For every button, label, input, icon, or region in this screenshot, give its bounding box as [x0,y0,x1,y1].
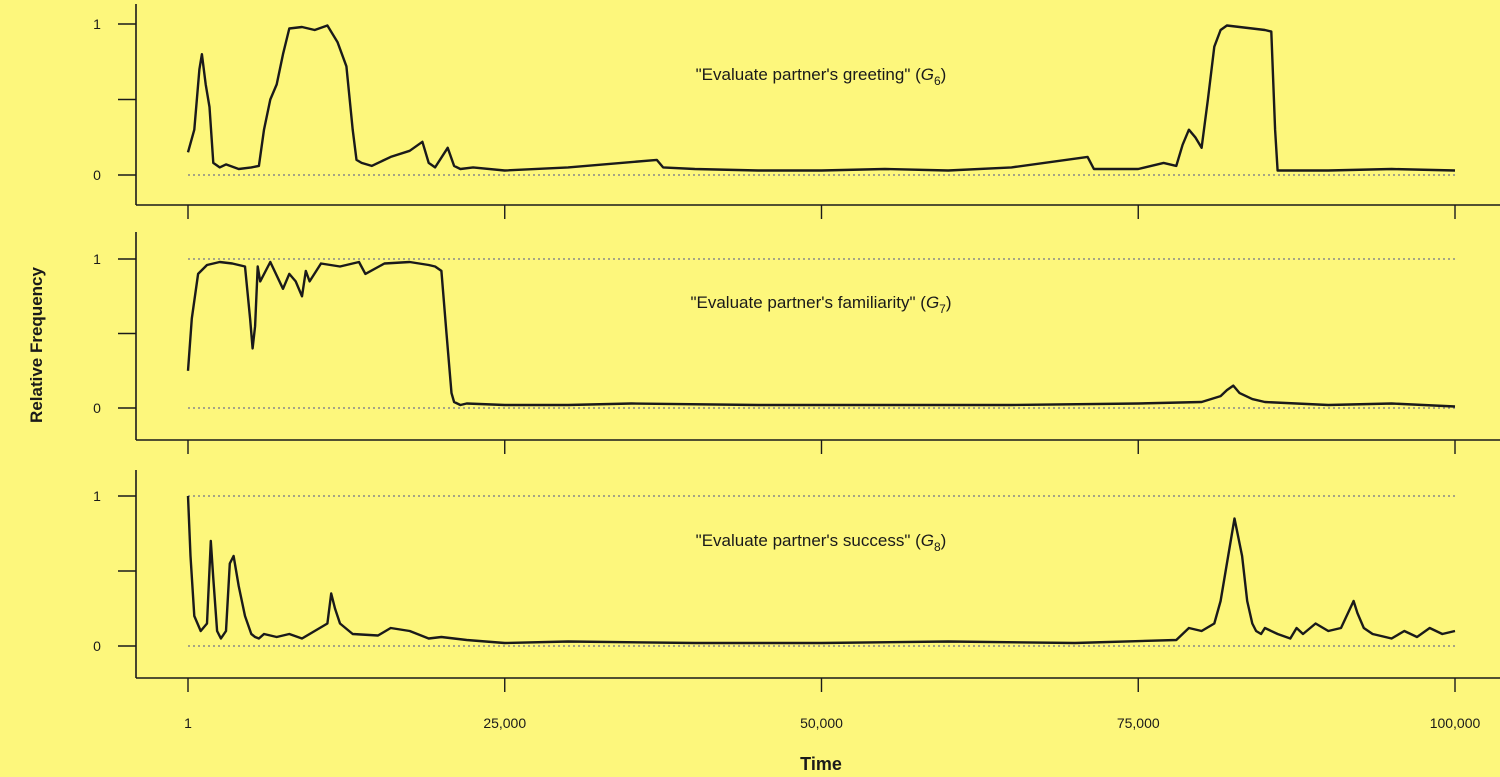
series-line [186,260,1456,408]
y-tick-label: 0 [93,638,101,654]
panel-annotation: "Evaluate partner's success" (G8) [696,531,947,554]
x-tick-label: 1 [184,715,192,731]
y-tick-label: 0 [93,400,101,416]
x-axis: 1 25,000 50,000 75,000 100,000 [184,715,1480,731]
annotation-var: G [921,65,934,84]
annotation-var: G [926,293,939,312]
annotation-sub: 7 [939,302,946,316]
y-tick-label: 1 [93,16,101,32]
y-axis-label: Relative Frequency [27,267,46,423]
series-line [186,495,1456,645]
panel-1: 0 1 "Evaluate partner's greeting" (G6) [93,4,1500,219]
annotation-text: "Evaluate partner's familiarity" [690,293,915,312]
series-line [186,24,1456,172]
panel-2: 0 1 "Evaluate partner's familiarity" (G7) [93,232,1500,454]
panel-annotation: "Evaluate partner's familiarity" (G7) [690,293,951,316]
y-tick-label: 0 [93,167,101,183]
panel-3: 0 1 "Evaluate partner's success" (G8) [93,470,1500,692]
chart-panels: 0 1 "Evaluate partner's greeting" (G6) 0 1 "E… [93,4,1500,692]
annotation-sub: 6 [934,74,941,88]
x-tick-label: 25,000 [483,715,526,731]
panel-annotation: "Evaluate partner's greeting" (G6) [696,65,947,88]
annotation-var: G [921,531,934,550]
annotation-text: "Evaluate partner's greeting" [696,65,911,84]
x-axis-label: Time [800,754,842,774]
y-tick-label: 1 [93,488,101,504]
annotation-text: "Evaluate partner's success" [696,531,911,550]
x-tick-label: 50,000 [800,715,843,731]
x-tick-label: 75,000 [1117,715,1160,731]
y-tick-label: 1 [93,251,101,267]
annotation-sub: 8 [934,540,941,554]
x-tick-label: 100,000 [1430,715,1481,731]
